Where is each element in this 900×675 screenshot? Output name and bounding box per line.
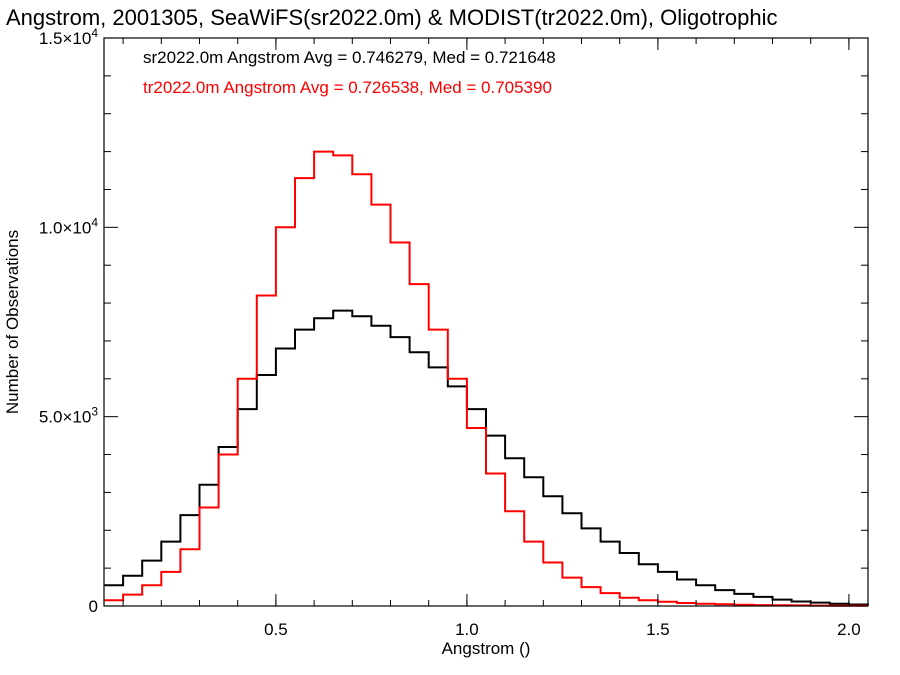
- x-axis: 0.5 1.0 1.5 2.0: [122, 38, 861, 639]
- x-axis-label: Angstrom (): [442, 639, 531, 658]
- x-tick-label-0: 0.5: [264, 620, 288, 639]
- chart-title: Angstrom, 2001305, SeaWiFS(sr2022.0m) & …: [6, 5, 778, 30]
- y-tick-label-3: 1.5×104: [39, 26, 98, 48]
- annotation-0: sr2022.0m Angstrom Avg = 0.746279, Med =…: [143, 48, 556, 67]
- plot-frame: [103, 37, 869, 607]
- y-tick-label-1: 5.0×103: [39, 405, 98, 427]
- x-tick-label-2: 1.5: [646, 620, 670, 639]
- y-axis-label: Number of Observations: [3, 230, 22, 414]
- x-tick-label-3: 2.0: [837, 620, 861, 639]
- x-tick-label-1: 1.0: [455, 620, 479, 639]
- series-layer: [104, 150, 869, 607]
- y-axis: 0 5.0×103 1.0×104 1.5×104: [39, 26, 868, 616]
- annotation-1: tr2022.0m Angstrom Avg = 0.726538, Med =…: [143, 78, 552, 97]
- series-line-1: [104, 150, 868, 607]
- y-tick-label-2: 1.0×104: [39, 215, 98, 237]
- annotations-layer: sr2022.0m Angstrom Avg = 0.746279, Med =…: [143, 48, 556, 97]
- y-tick-label-0: 0: [89, 597, 98, 616]
